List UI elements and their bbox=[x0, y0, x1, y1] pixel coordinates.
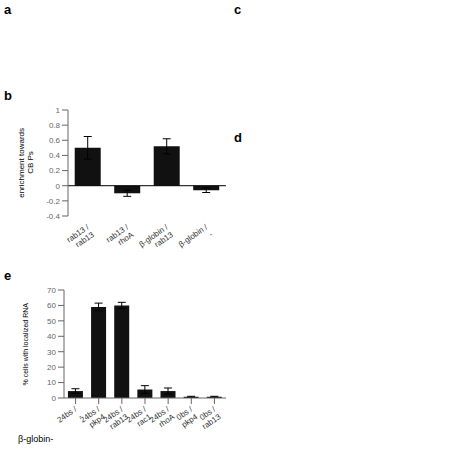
svg-text:60: 60 bbox=[47, 301, 56, 310]
svg-text:0.2: 0.2 bbox=[49, 166, 61, 175]
svg-text:20: 20 bbox=[47, 363, 56, 372]
html-text:24bs /: 24bs / bbox=[124, 404, 148, 425]
html-text:enrichment towards CB Ps: enrichment towards CB Ps bbox=[16, 128, 35, 198]
svg-text:0: 0 bbox=[56, 182, 61, 191]
html-text:24bs /: 24bs / bbox=[55, 404, 79, 425]
html-text:% cells with localized RNA: % cells with localized RNA bbox=[22, 302, 29, 386]
svg-text:0bs /rab13: 0bs /rab13 bbox=[195, 404, 223, 431]
svg-text:rab13 /rhoA: rab13 /rhoA bbox=[105, 222, 136, 251]
svg-text:0.8: 0.8 bbox=[49, 121, 61, 130]
svg-text:40: 40 bbox=[47, 332, 56, 341]
html-text:rac1: rac1 bbox=[135, 412, 153, 429]
svg-text:10: 10 bbox=[47, 378, 56, 387]
html-text:rab13: rab13 bbox=[108, 412, 130, 432]
svg-text:β-globin /-: β-globin /- bbox=[177, 222, 215, 256]
svg-text:24bs /rhoA: 24bs /rhoA bbox=[148, 404, 177, 432]
svg-text:-0.4: -0.4 bbox=[46, 212, 60, 221]
svg-text:1: 1 bbox=[56, 106, 61, 115]
html-text:d: d bbox=[234, 130, 242, 145]
html-text:c: c bbox=[234, 2, 242, 17]
html-text:β-globin-: β-globin- bbox=[18, 434, 54, 444]
html-text:b: b bbox=[4, 88, 12, 103]
html-text:24bs /: 24bs / bbox=[101, 404, 125, 425]
svg-text:0.6: 0.6 bbox=[49, 136, 61, 145]
html-text:a: a bbox=[4, 2, 12, 17]
svg-text:β-globin /rab13: β-globin /rab13 bbox=[137, 222, 175, 256]
html-text:24bs /: 24bs / bbox=[78, 404, 102, 425]
svg-text:0: 0 bbox=[52, 394, 57, 403]
html-text:e: e bbox=[4, 268, 12, 283]
svg-text:70: 70 bbox=[47, 286, 56, 295]
svg-text:30: 30 bbox=[47, 348, 56, 357]
html-text:pkp4: pkp4 bbox=[87, 412, 107, 430]
svg-text:rab13 /rab13: rab13 /rab13 bbox=[65, 222, 96, 251]
svg-text:50: 50 bbox=[47, 317, 56, 326]
svg-text:0.4: 0.4 bbox=[49, 151, 61, 160]
svg-text:0bs /pkp4: 0bs /pkp4 bbox=[175, 404, 200, 429]
svg-text:-0.2: -0.2 bbox=[46, 197, 60, 206]
